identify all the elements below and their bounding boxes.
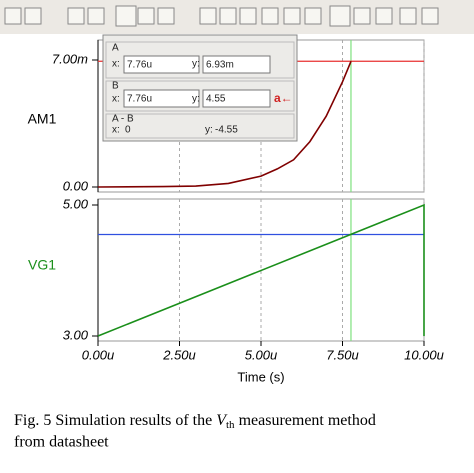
text-button[interactable] <box>199 7 217 25</box>
x-tick-label: 0.00u <box>82 347 115 362</box>
tool-button[interactable] <box>421 7 439 25</box>
cursor-a-button[interactable] <box>329 5 351 27</box>
zoom-full-button[interactable] <box>157 7 175 25</box>
group-title: A <box>112 43 119 54</box>
zoom-in-button[interactable] <box>137 7 155 25</box>
tool-button[interactable] <box>239 7 257 25</box>
x-tick-label: 2.50u <box>162 347 196 362</box>
series-line <box>97 203 425 337</box>
caption-subscript: th <box>226 419 235 431</box>
field-value: 4.55 <box>206 94 226 105</box>
open-button[interactable] <box>4 7 22 25</box>
circle-button[interactable] <box>304 7 322 25</box>
line-button[interactable] <box>283 7 301 25</box>
input-box[interactable] <box>202 89 271 108</box>
field-label: x: <box>112 59 120 70</box>
group-a <box>105 41 295 79</box>
group-title: B <box>112 81 119 92</box>
save-button[interactable] <box>24 7 42 25</box>
y-tick-label: 0.00 <box>63 178 89 193</box>
cursor-panel: A x: 7.76u y: 6.93m B x: 7.76u y: 4.55 a… <box>102 34 298 142</box>
group-title: A - B <box>112 114 134 125</box>
x-tick-label: 10.00u <box>404 347 444 362</box>
y-tick-label: 3.00 <box>63 327 89 342</box>
field-label: y: <box>192 94 200 105</box>
field-value: 7.76u <box>127 94 152 105</box>
series-line <box>97 60 352 188</box>
y-tick-label: 7.00m <box>52 51 88 66</box>
caption-line: from datasheet <box>14 434 109 451</box>
caption-text: Fig. 5 Simulation results of the <box>14 412 216 429</box>
paste-button[interactable] <box>87 7 105 25</box>
panel-frame <box>102 34 298 142</box>
x-axis-title: Time (s) <box>237 369 284 384</box>
tool-button[interactable] <box>261 7 279 25</box>
group-b <box>105 80 295 112</box>
input-box[interactable] <box>123 89 200 108</box>
x-tick-label: 7.50u <box>326 347 359 362</box>
input-box[interactable] <box>123 55 200 74</box>
caption-line: Fig. 5 Simulation results of the Vth mea… <box>14 412 376 431</box>
select-button[interactable] <box>115 5 137 27</box>
y-tick-label: 5.00 <box>63 196 89 211</box>
tool-button[interactable] <box>399 7 417 25</box>
group-diff <box>105 113 295 139</box>
field-value: 7.76u <box>127 60 152 71</box>
caption-symbol: V <box>216 412 228 429</box>
field-value: -4.55 <box>215 125 238 136</box>
cursor-b-button[interactable] <box>353 7 371 25</box>
copy-button[interactable] <box>67 7 85 25</box>
field-label: y: <box>192 59 200 70</box>
series-label: AM1 <box>28 111 57 127</box>
move-button[interactable]: a← <box>274 91 293 105</box>
field-label: x: <box>112 94 120 105</box>
field-value: 0 <box>125 125 131 136</box>
series-label: VG1 <box>28 257 56 273</box>
input-box[interactable] <box>202 55 271 74</box>
caption-text: measurement method <box>235 412 376 429</box>
tool-button[interactable] <box>219 7 237 25</box>
field-label: y: <box>205 125 213 136</box>
wave-button[interactable] <box>375 7 393 25</box>
field-label: x: <box>112 125 120 136</box>
x-tick-label: 5.00u <box>245 347 278 362</box>
field-value: 6.93m <box>206 60 234 71</box>
